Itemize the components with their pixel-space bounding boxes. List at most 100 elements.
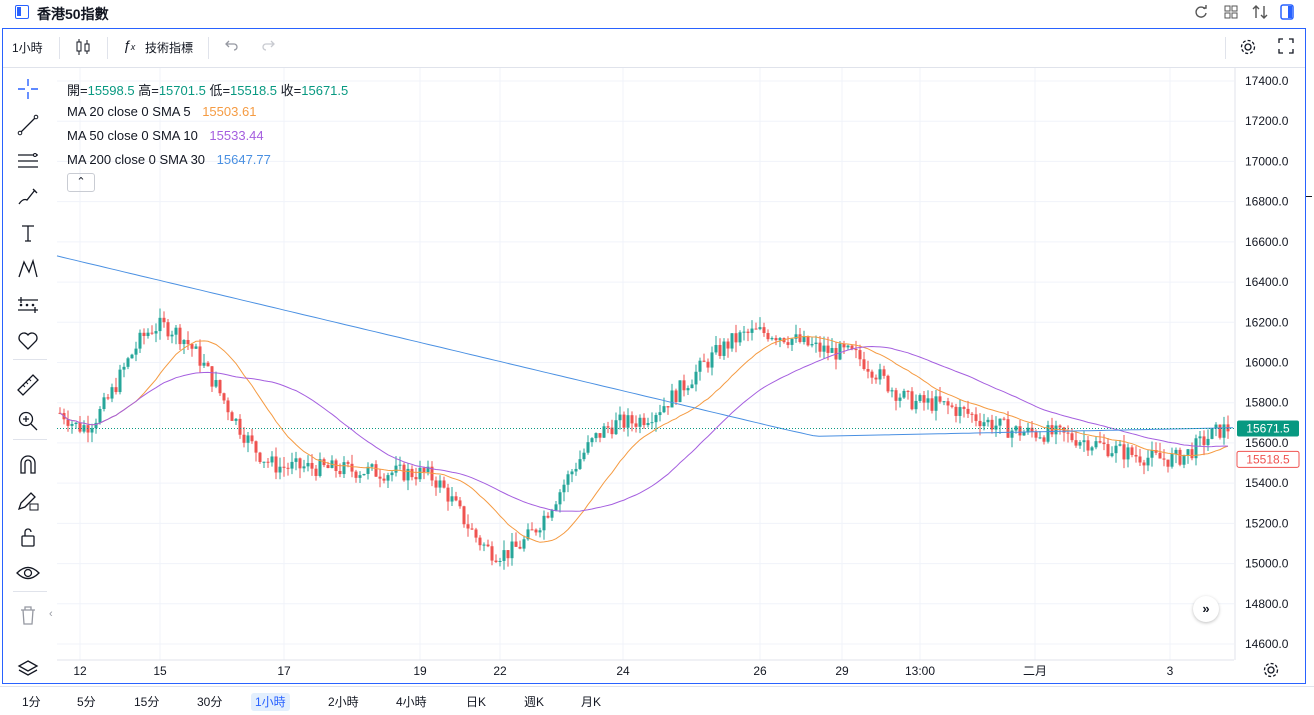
interval-month[interactable]: 月K [581, 695, 602, 709]
undo-icon[interactable] [225, 38, 239, 55]
interval-1m[interactable]: 1分 [22, 695, 41, 709]
candle-body [194, 346, 198, 349]
candle-body [446, 487, 450, 502]
sidebar-panel-icon[interactable] [15, 5, 29, 19]
interval-day[interactable]: 日K [466, 695, 487, 709]
interval-week[interactable]: 週K [524, 695, 545, 709]
candle-body [1202, 436, 1206, 446]
candle-body [802, 336, 806, 342]
candle-body [1034, 432, 1038, 438]
zoom-in-icon[interactable] [15, 408, 41, 434]
candle-body [910, 391, 914, 410]
candle-body [1074, 440, 1078, 446]
interval-5m[interactable]: 5分 [77, 695, 96, 709]
ma20-legend[interactable]: MA 20 close 0 SMA 5 15503.61 [67, 104, 256, 119]
redo-icon[interactable] [261, 38, 275, 55]
layers-icon[interactable] [15, 658, 41, 684]
interval-1h[interactable]: 1小時 [251, 693, 290, 711]
crosshair-icon[interactable] [15, 76, 41, 102]
brush-icon[interactable] [15, 184, 41, 210]
eye-icon[interactable] [15, 560, 41, 586]
trash-icon[interactable] [15, 602, 41, 628]
candle-body [458, 500, 462, 507]
candle-body [634, 423, 638, 427]
indicators-button[interactable]: 技術指標 [145, 41, 194, 55]
candle-body [470, 528, 474, 530]
candle-body [674, 390, 678, 403]
ruler-icon[interactable] [15, 372, 41, 398]
price-tick-label: 16600.0 [1245, 235, 1289, 249]
candle-body [178, 327, 182, 345]
candles-icon[interactable] [75, 38, 91, 59]
scroll-to-realtime-button[interactable]: » [1193, 596, 1219, 622]
candle-body [1122, 444, 1126, 460]
grid-icon[interactable] [1222, 3, 1240, 21]
tools-divider [13, 591, 47, 592]
candle-body [122, 366, 126, 370]
candle-body [202, 362, 206, 366]
panel-icon[interactable] [1278, 3, 1296, 21]
collapse-toolbar-icon[interactable]: ‹ [49, 608, 53, 620]
price-tick-label: 14800.0 [1245, 597, 1289, 611]
magnet-icon[interactable] [15, 452, 41, 478]
candle-body [902, 390, 906, 398]
candle-body [926, 398, 930, 403]
candle-body [710, 352, 714, 368]
trendline-icon[interactable] [15, 112, 41, 138]
pattern-icon[interactable] [15, 256, 41, 282]
candle-body [990, 419, 994, 430]
candle-body [1178, 449, 1182, 465]
fullscreen-icon[interactable] [1278, 38, 1294, 57]
pencil-lock-icon[interactable] [15, 488, 41, 514]
interval-2h[interactable]: 2小時 [328, 695, 359, 709]
candle-body [1138, 456, 1142, 463]
candle-body [162, 317, 166, 323]
candle-body [110, 387, 114, 399]
refresh-icon[interactable] [1192, 3, 1210, 21]
candle-body [1214, 424, 1218, 429]
candle-body [854, 349, 858, 351]
axis-settings-icon[interactable] [1262, 661, 1280, 679]
candle-body [422, 467, 426, 473]
ma50-legend[interactable]: MA 50 close 0 SMA 10 15533.44 [67, 128, 264, 143]
ma200-legend[interactable]: MA 200 close 0 SMA 30 15647.77 [67, 152, 271, 167]
candle-body [978, 420, 982, 427]
candle-body [582, 452, 586, 460]
high-label: 高= [138, 83, 159, 98]
candle-body [914, 400, 918, 410]
measure-icon[interactable] [15, 292, 41, 318]
price-tick-label: 15400.0 [1245, 476, 1289, 490]
candle-body [798, 334, 802, 342]
candle-body [838, 343, 842, 360]
candle-body [150, 332, 154, 334]
candle-body [254, 441, 258, 453]
fx-icon[interactable]: ƒx [123, 37, 136, 53]
candle-body [466, 524, 470, 529]
interval-15m[interactable]: 15分 [134, 695, 160, 709]
candle-body [354, 471, 358, 478]
time-tick-label: 15 [153, 664, 167, 678]
candle-body [690, 384, 694, 389]
candle-body [238, 418, 242, 435]
interval-30m[interactable]: 30分 [197, 695, 223, 709]
lock-icon[interactable] [15, 524, 41, 550]
candle-body [1186, 449, 1190, 455]
interval-4h[interactable]: 4小時 [396, 695, 427, 709]
candle-body [406, 468, 410, 481]
price-tick-label: 15000.0 [1245, 557, 1289, 571]
price-tick-label: 16000.0 [1245, 356, 1289, 370]
candle-body [90, 428, 94, 433]
compare-icon[interactable] [1251, 3, 1269, 21]
candle-body [630, 415, 634, 424]
candle-body [758, 327, 762, 330]
interval-selector[interactable]: 1小時 [12, 41, 43, 55]
price-tick-label: 17400.0 [1245, 74, 1289, 88]
settings-icon[interactable] [1239, 38, 1257, 59]
legend-collapse-button[interactable]: ⌃ [67, 173, 95, 192]
horizontal-lines-icon[interactable] [15, 148, 41, 174]
close-value: 15671.5 [301, 83, 349, 98]
text-icon[interactable] [15, 220, 41, 246]
candle-body [250, 435, 254, 442]
price-chart[interactable]: 17400.0 17200.0 17000.0 16800.0 16600.0 16400… [0, 0, 1314, 686]
heart-icon[interactable] [15, 328, 41, 354]
